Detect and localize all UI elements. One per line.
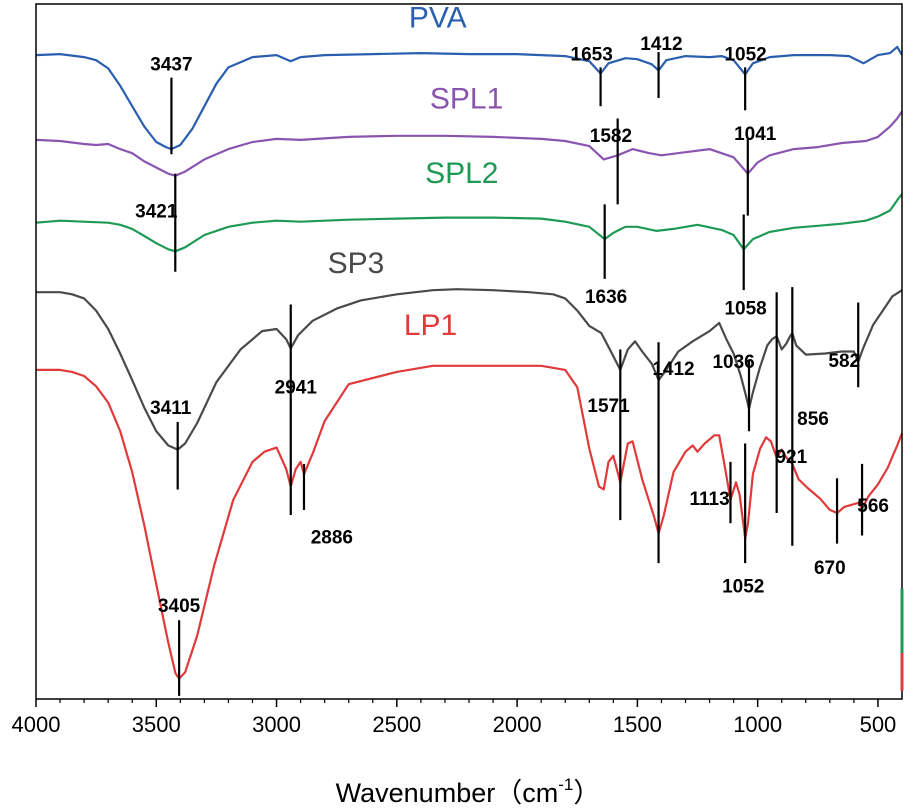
peak-label-sp3-3411: 3411 (150, 398, 192, 419)
peak-label-spl2-1636: 1636 (585, 287, 627, 308)
peak-label-pva-1052: 1052 (724, 44, 766, 65)
x-tick-label-2000: 2000 (493, 712, 542, 737)
x-axis-label: Wavenumber (336, 778, 496, 808)
x-tick-label-2500: 2500 (372, 712, 421, 737)
x-tick-label-1500: 1500 (613, 712, 662, 737)
x-tick-label-500: 500 (860, 712, 897, 737)
peak-label-pva-3437: 3437 (150, 55, 192, 76)
peak-label-pva-1653: 1653 (571, 44, 613, 65)
series-line-spl2 (35, 193, 903, 253)
peak-label-pva-1412: 1412 (640, 34, 682, 55)
x-axis-unit-open: （cm (495, 778, 558, 808)
peak-label-sp3-582: 582 (828, 351, 860, 372)
peak-label-lp1-670: 670 (814, 558, 846, 579)
x-tick-label-3000: 3000 (252, 712, 301, 737)
peak-annotations: 3437 1653 1412 1052 1582 1041 3421 1636 1058 3411… (135, 34, 889, 696)
x-axis: 4000 3500 3000 2500 2000 1500 1000 500 (12, 699, 897, 737)
series-label-spl2: SPL2 (425, 157, 498, 190)
series-label-pva: PVA (409, 2, 467, 35)
series-line-spl1 (35, 110, 903, 177)
series-labels: PVA SPL1 SPL2 SP3 LP1 (328, 2, 504, 343)
x-tick-label-4000: 4000 (12, 712, 61, 737)
series-line-lp1 (36, 364, 904, 680)
series-label-lp1: LP1 (404, 309, 457, 342)
peak-label-sp3-1571: 1571 (587, 396, 630, 417)
peak-label-lp1-566: 566 (857, 496, 889, 517)
x-axis-unit-close: ） (573, 778, 600, 808)
peak-label-lp1-2886: 2886 (311, 527, 353, 548)
x-tick-label-1000: 1000 (733, 712, 782, 737)
peak-label-sp3-1412: 1412 (652, 359, 694, 380)
peak-label-spl2-1058: 1058 (724, 298, 766, 319)
series-lines (35, 45, 904, 680)
peak-label-spl1-1582: 1582 (590, 126, 632, 147)
series-label-spl1: SPL1 (430, 82, 503, 115)
series-line-pva (35, 45, 903, 151)
peak-label-lp1-3405: 3405 (158, 596, 201, 617)
peak-label-lp1-1052: 1052 (722, 576, 764, 597)
peak-label-sp3-2941: 2941 (275, 378, 318, 399)
series-label-sp3: SP3 (328, 247, 385, 280)
x-axis-unit-sup: -1 (558, 775, 573, 794)
peak-label-spl1-1041: 1041 (734, 124, 777, 145)
x-axis-title: Wavenumber（cm-1） (336, 775, 601, 808)
series-line-sp3 (36, 288, 903, 451)
peak-label-lp1-1113: 1113 (689, 489, 729, 510)
x-tick-label-3500: 3500 (132, 712, 181, 737)
peak-label-spl2-3421: 3421 (135, 202, 178, 223)
peak-label-lp1-856: 856 (797, 409, 829, 430)
peak-label-sp3-1036: 1036 (712, 352, 754, 373)
